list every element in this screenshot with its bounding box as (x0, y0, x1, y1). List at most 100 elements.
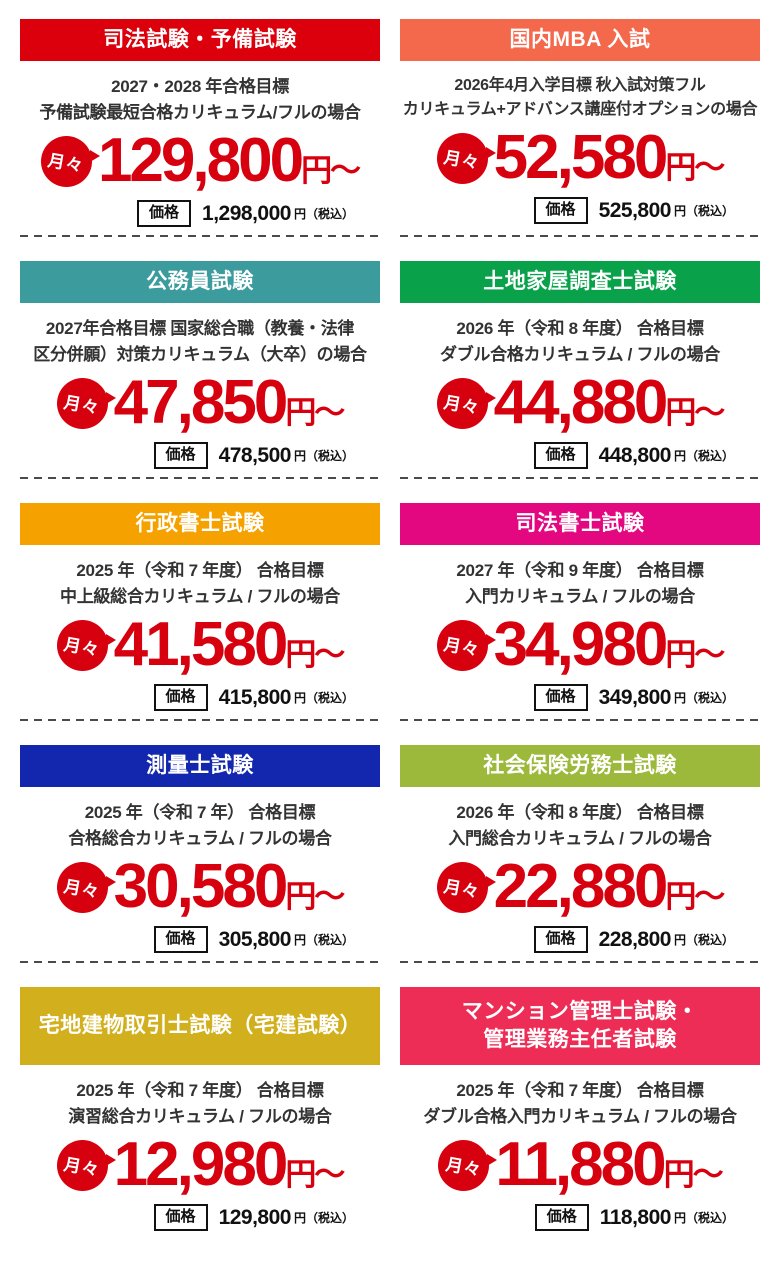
course-header: 宅地建物取引士試験（宅建試験） (20, 987, 380, 1065)
full-price: 228,800 (598, 927, 672, 951)
course-title: 測量士試験 (146, 753, 254, 777)
price-unit: 円〜 (665, 879, 725, 914)
monthly-badge-label: 月々 (62, 1154, 102, 1180)
monthly-price-row: 月々 44,880 円〜 (400, 371, 760, 435)
monthly-price-row: 月々 129,800 円〜 (20, 129, 380, 193)
price-unit: 円〜 (301, 153, 361, 188)
tax-note: 円（税込） (293, 691, 354, 706)
price-label-box: 価格 (533, 197, 588, 225)
tax-note: 円（税込） (293, 449, 354, 464)
full-price: 129,800 (218, 1205, 292, 1229)
full-price-row: 価格 448,800 円（税込） (400, 442, 760, 470)
monthly-price: 11,880 (495, 1130, 666, 1199)
monthly-badge: 月々 (436, 132, 496, 184)
monthly-price: 30,580 (113, 852, 289, 921)
tax-note: 円（税込） (293, 207, 354, 222)
monthly-badge-label: 月々 (62, 876, 102, 902)
full-price: 349,800 (598, 685, 672, 709)
course-header: 測量士試験 (20, 745, 380, 787)
monthly-price: 22,880 (493, 852, 669, 921)
course-title: 土地家屋調査士試験 (483, 269, 677, 293)
monthly-price-row: 月々 30,580 円〜 (20, 855, 380, 919)
monthly-badge-label: 月々 (442, 147, 482, 173)
monthly-price: 12,980 (113, 1130, 289, 1199)
course-card: 公務員試験 2027年合格目標 国家総合職（教養・法律 区分併願）対策カリキュラ… (20, 261, 380, 479)
monthly-price: 52,580 (493, 123, 669, 192)
price-unit: 円〜 (663, 1157, 724, 1192)
course-header: 社会保険労務士試験 (400, 745, 760, 787)
course-header: 公務員試験 (20, 261, 380, 303)
monthly-badge-label: 月々 (442, 876, 482, 902)
monthly-badge: 月々 (40, 135, 100, 187)
price-unit: 円〜 (665, 150, 725, 185)
monthly-badge: 月々 (56, 377, 116, 429)
tax-note: 円（税込） (673, 204, 734, 219)
course-description: 2027・2028 年合格目標 予備試験最短合格カリキュラム/フルの場合 (39, 77, 361, 122)
course-description: 2025 年（令和 7 年度） 合格目標 中上級総合カリキュラム / フルの場合 (60, 561, 340, 606)
price-label-box: 価格 (533, 926, 588, 954)
monthly-price-row: 月々 41,580 円〜 (20, 613, 380, 677)
full-price-row: 価格 478,500 円（税込） (20, 442, 380, 470)
monthly-badge: 月々 (436, 377, 496, 429)
full-price-row: 価格 228,800 円（税込） (400, 926, 760, 954)
course-description: 2027 年（令和 9 年度） 合格目標 入門カリキュラム / フルの場合 (456, 561, 704, 606)
tax-note: 円（税込） (673, 449, 734, 464)
full-price: 525,800 (598, 198, 672, 222)
course-description: 2027年合格目標 国家総合職（教養・法律 区分併願）対策カリキュラム（大卒）の… (33, 319, 367, 364)
course-card: 行政書士試験 2025 年（令和 7 年度） 合格目標 中上級総合カリキュラム … (20, 503, 380, 721)
price-unit: 円〜 (665, 637, 725, 672)
course-description: 2025 年（令和 7 年） 合格目標 合格総合カリキュラム / フルの場合 (68, 803, 332, 848)
course-card: マンション管理士試験・ 管理業務主任者試験 2025 年（令和 7 年度） 合格… (400, 987, 760, 1238)
monthly-badge: 月々 (436, 619, 496, 671)
price-label-box: 価格 (153, 684, 208, 712)
course-description: 2025 年（令和 7 年度） 合格目標 演習総合カリキュラム / フルの場合 (68, 1081, 332, 1126)
tax-note: 円（税込） (293, 933, 354, 948)
monthly-badge-label: 月々 (444, 1154, 483, 1180)
monthly-price-row: 月々 11,880 円〜 (400, 1133, 760, 1197)
price-label-box: 価格 (533, 684, 588, 712)
tax-note: 円（税込） (673, 691, 734, 706)
monthly-price: 34,980 (493, 610, 669, 679)
price-label-box: 価格 (153, 926, 208, 954)
monthly-badge-label: 月々 (442, 392, 482, 418)
monthly-price: 44,880 (493, 368, 669, 437)
course-card: 測量士試験 2025 年（令和 7 年） 合格目標 合格総合カリキュラム / フ… (20, 745, 380, 963)
monthly-badge-label: 月々 (46, 150, 86, 176)
price-unit: 円〜 (665, 395, 725, 430)
course-title: 行政書士試験 (135, 511, 265, 535)
monthly-badge: 月々 (438, 1139, 498, 1191)
course-title: 司法試験・予備試験 (103, 27, 297, 51)
course-header: マンション管理士試験・ 管理業務主任者試験 (400, 987, 760, 1065)
price-unit: 円〜 (285, 879, 345, 914)
monthly-badge: 月々 (56, 861, 116, 913)
full-price: 1,298,000 (202, 201, 291, 225)
course-card: 土地家屋調査士試験 2026 年（令和 8 年度） 合格目標 ダブル合格カリキュ… (400, 261, 760, 479)
price-label-box: 価格 (153, 1204, 208, 1232)
course-description: 2025 年（令和 7 年度） 合格目標 ダブル合格入門カリキュラム / フルの… (423, 1081, 737, 1126)
course-header: 土地家屋調査士試験 (400, 261, 760, 303)
monthly-badge: 月々 (56, 1139, 116, 1191)
monthly-price-row: 月々 22,880 円〜 (400, 855, 760, 919)
course-card: 司法試験・予備試験 2027・2028 年合格目標 予備試験最短合格カリキュラム… (20, 19, 380, 237)
course-title: 社会保険労務士試験 (483, 753, 677, 777)
price-label-box: 価格 (153, 442, 208, 470)
course-description: 2026 年（令和 8 年度） 合格目標 ダブル合格カリキュラム / フルの場合 (440, 319, 720, 364)
price-unit: 円〜 (285, 637, 345, 672)
monthly-badge: 月々 (436, 861, 496, 913)
course-card: 国内MBA 入試 2026年4月入学目標 秋入試対策フル カリキュラム+アドバン… (400, 19, 760, 237)
monthly-badge: 月々 (56, 619, 116, 671)
full-price: 478,500 (218, 443, 292, 467)
monthly-badge-label: 月々 (442, 634, 482, 660)
tax-note: 円（税込） (673, 933, 734, 948)
full-price-row: 価格 305,800 円（税込） (20, 926, 380, 954)
course-card: 司法書士試験 2027 年（令和 9 年度） 合格目標 入門カリキュラム / フ… (400, 503, 760, 721)
price-label-box: 価格 (534, 1204, 589, 1232)
full-price-row: 価格 118,800 円（税込） (400, 1204, 760, 1232)
price-label-box: 価格 (533, 442, 588, 470)
price-unit: 円〜 (285, 1157, 345, 1192)
monthly-price-row: 月々 12,980 円〜 (20, 1133, 380, 1197)
course-header: 司法書士試験 (400, 503, 760, 545)
full-price-row: 価格 1,298,000 円（税込） (20, 200, 380, 228)
course-title: 司法書士試験 (515, 511, 645, 535)
